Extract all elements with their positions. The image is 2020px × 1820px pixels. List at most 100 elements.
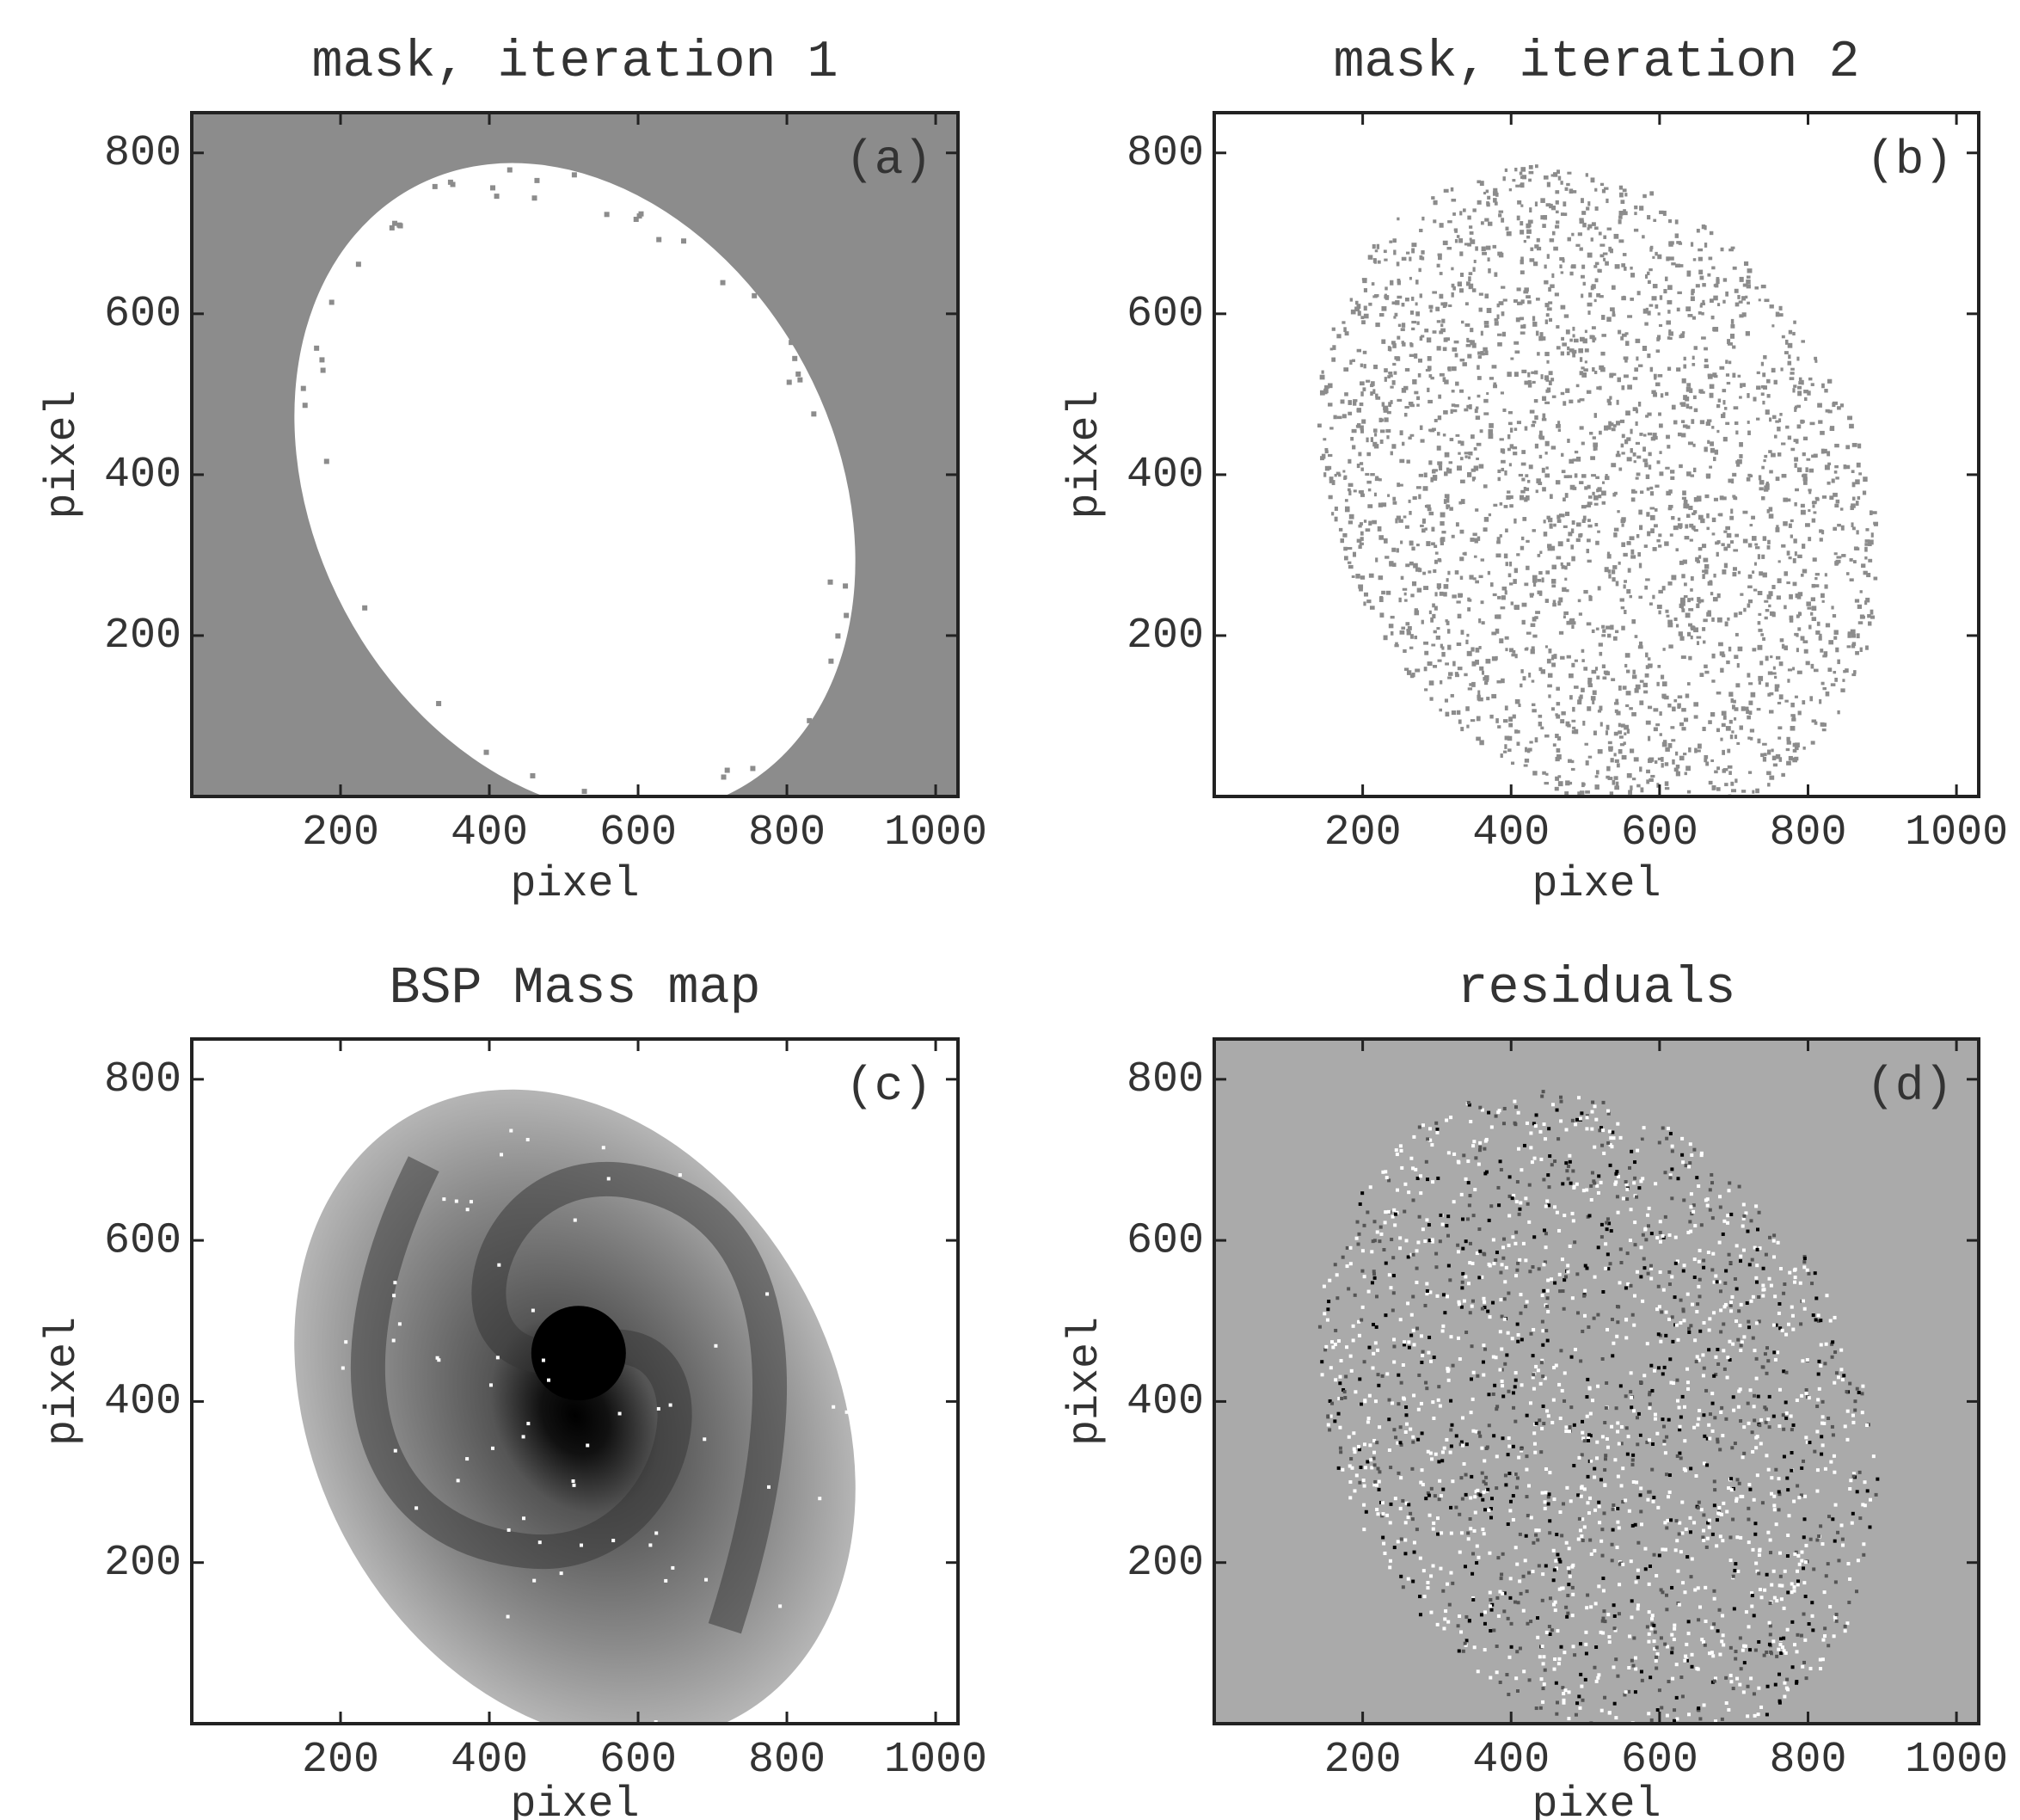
mask-pixel <box>1552 231 1556 236</box>
mask-pixel <box>1618 219 1622 224</box>
residual-pixel <box>1515 1485 1519 1489</box>
residual-pixel <box>1765 1253 1768 1257</box>
mask-pixel <box>1648 736 1650 741</box>
mask-pixel <box>1475 246 1478 250</box>
residual-pixel <box>1709 1188 1712 1191</box>
mask-pixel <box>1384 368 1388 372</box>
mask-pixel <box>1825 464 1830 470</box>
mask-pixel <box>1755 789 1759 794</box>
residual-pixel <box>1670 1275 1673 1278</box>
residual-pixel <box>1650 1627 1654 1631</box>
residual-pixel <box>1501 1384 1504 1387</box>
mask-pixel <box>1639 563 1642 569</box>
mask-pixel <box>1589 432 1593 435</box>
mask-pixel <box>1445 698 1448 702</box>
residual-pixel <box>1785 1411 1789 1415</box>
mask-pixel <box>1352 360 1355 362</box>
mask-pixel <box>1541 374 1544 379</box>
mask-pixel <box>1767 394 1771 397</box>
mask-pixel <box>1535 444 1538 449</box>
residual-pixel <box>1425 1387 1428 1390</box>
mask-pixel <box>1727 339 1730 344</box>
residual-pixel <box>1586 1415 1589 1418</box>
residual-pixel <box>1711 1533 1715 1536</box>
residual-pixel <box>1553 1568 1556 1571</box>
mask-pixel <box>1537 238 1540 243</box>
mask-pixel <box>1837 660 1840 665</box>
residual-pixel <box>1606 1252 1610 1256</box>
residual-pixel <box>1766 1417 1770 1421</box>
mask-pixel <box>1517 741 1520 746</box>
mask-pixel <box>1763 536 1766 541</box>
mask-pixel <box>1374 433 1377 436</box>
residual-pixel <box>1841 1378 1845 1381</box>
residual-pixel <box>1402 1585 1405 1589</box>
mask-pixel <box>1581 474 1587 477</box>
residual-pixel <box>1507 1656 1511 1659</box>
residual-pixel <box>1802 1300 1805 1303</box>
residual-pixel <box>1831 1425 1834 1429</box>
residual-pixel <box>1514 1274 1518 1277</box>
mask-pixel <box>1668 219 1672 223</box>
residual-pixel <box>1748 1648 1752 1651</box>
residual-pixel <box>1637 1412 1641 1416</box>
residual-pixel <box>1759 1418 1763 1422</box>
mask-pixel <box>1739 442 1743 447</box>
mask-pixel <box>1730 735 1733 739</box>
mask-pixel <box>1802 474 1805 477</box>
mask-pixel <box>1469 272 1473 275</box>
residual-pixel <box>1513 1100 1516 1104</box>
residual-pixel <box>1686 1293 1690 1296</box>
residual-pixel <box>1702 1266 1705 1270</box>
y-tick-label: 600 <box>104 290 181 339</box>
residual-pixel <box>1504 1483 1507 1486</box>
mask-pixel <box>1329 427 1334 429</box>
residual-pixel <box>1785 1678 1789 1682</box>
residual-pixel <box>1585 1395 1588 1399</box>
residual-pixel <box>1572 1186 1575 1190</box>
residual-pixel <box>1434 1122 1438 1125</box>
residual-pixel <box>1482 1343 1485 1347</box>
mask-pixel <box>1681 402 1686 407</box>
mask-pixel <box>1702 224 1705 229</box>
mask-pixel <box>1623 253 1627 256</box>
mask-pixel <box>1747 393 1749 398</box>
mask-pixel <box>1572 520 1575 525</box>
residual-pixel <box>1398 1236 1402 1239</box>
mask-pixel <box>1532 381 1536 384</box>
mask-pixel <box>1775 684 1780 687</box>
mask-pixel <box>1386 591 1391 595</box>
residual-pixel <box>1366 1460 1369 1464</box>
residual-pixel <box>1367 1417 1371 1420</box>
residual-pixel <box>1708 1436 1711 1440</box>
residual-pixel <box>1778 1700 1782 1703</box>
residual-pixel <box>1338 1426 1342 1430</box>
mask-pixel <box>1630 555 1636 558</box>
residual-pixel <box>1381 1171 1385 1174</box>
mask-pixel <box>1567 563 1570 566</box>
residual-pixel <box>1682 1198 1685 1202</box>
mask-pixel <box>1758 676 1763 681</box>
mask-pixel <box>1820 722 1825 727</box>
mask-pixel <box>1397 516 1401 520</box>
residual-pixel <box>1749 1676 1753 1680</box>
mask-pixel <box>1747 268 1753 273</box>
mask-pixel <box>1716 692 1722 694</box>
mask-pixel <box>1689 524 1693 528</box>
mask-pixel <box>1855 651 1859 655</box>
mask-pixel <box>1757 372 1760 374</box>
mask-pixel <box>1752 536 1757 541</box>
residual-pixel <box>1568 1690 1571 1694</box>
residual-pixel <box>1409 1157 1413 1160</box>
residual-pixel <box>1581 1420 1584 1423</box>
residual-pixel <box>1691 1665 1694 1669</box>
mask-pixel <box>1521 478 1525 482</box>
mask-pixel <box>1650 775 1655 778</box>
y-axis-label: pixel <box>39 390 88 519</box>
residual-pixel <box>1670 1651 1673 1654</box>
mask-pixel <box>1668 507 1673 510</box>
mask-pixel <box>1484 321 1489 325</box>
mask-pixel <box>1569 673 1574 678</box>
residual-pixel <box>1341 1468 1344 1472</box>
residual-pixel <box>1483 1532 1486 1535</box>
